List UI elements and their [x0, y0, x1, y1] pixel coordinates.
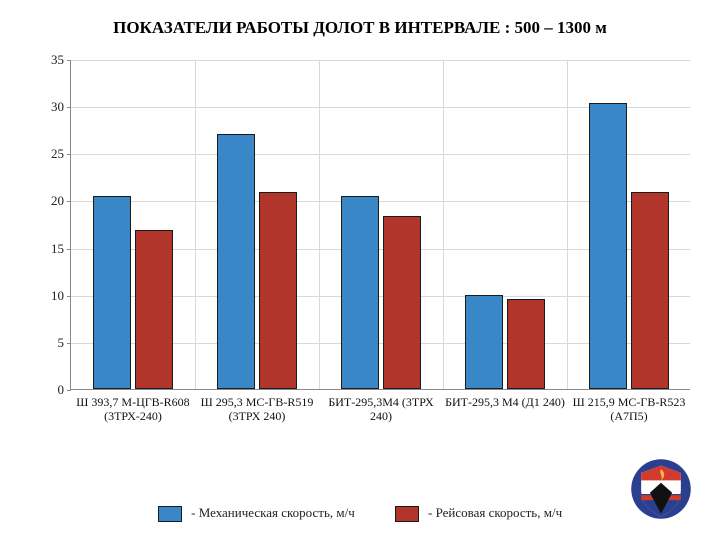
ytick-mark: [67, 60, 71, 61]
bar-mech: [465, 295, 503, 389]
ytick-mark: [67, 296, 71, 297]
ytick-mark: [67, 154, 71, 155]
pane-separator: [195, 60, 196, 389]
bar-trip: [383, 216, 421, 389]
chart: 05101520253035Ш 393,7 М-ЦГВ-R608 (3ТРХ-2…: [30, 60, 690, 440]
legend: - Механическая скорость, м/ч - Рейсовая …: [0, 504, 720, 522]
category-label: БИТ-295,3 М4 (Д1 240): [443, 396, 567, 410]
ytick-mark: [67, 390, 71, 391]
pane-separator: [319, 60, 320, 389]
pane-separator: [443, 60, 444, 389]
ytick-mark: [67, 107, 71, 108]
ytick-label: 30: [34, 99, 64, 115]
logo: [630, 458, 692, 520]
ytick-label: 0: [34, 382, 64, 398]
category-label: БИТ-295,3М4 (3ТРХ 240): [319, 396, 443, 424]
bar-trip: [507, 299, 545, 389]
swatch-mech: [158, 506, 182, 522]
page-title: ПОКАЗАТЕЛИ РАБОТЫ ДОЛОТ В ИНТЕРВАЛЕ : 50…: [0, 18, 720, 38]
ytick-label: 25: [34, 146, 64, 162]
gridline: [71, 60, 690, 61]
ytick-mark: [67, 343, 71, 344]
bar-trip: [259, 192, 297, 389]
category-label: Ш 393,7 М-ЦГВ-R608 (3ТРХ-240): [71, 396, 195, 424]
ytick-label: 35: [34, 52, 64, 68]
bar-mech: [93, 196, 131, 389]
bar-mech: [341, 196, 379, 389]
legend-item-trip: - Рейсовая скорость, м/ч: [395, 505, 562, 522]
legend-label-mech: - Механическая скорость, м/ч: [191, 505, 355, 520]
bar-mech: [217, 134, 255, 389]
ytick-mark: [67, 201, 71, 202]
ytick-mark: [67, 249, 71, 250]
legend-label-trip: - Рейсовая скорость, м/ч: [428, 505, 562, 520]
ytick-label: 20: [34, 193, 64, 209]
swatch-trip: [395, 506, 419, 522]
ytick-label: 15: [34, 241, 64, 257]
legend-item-mech: - Механическая скорость, м/ч: [158, 505, 355, 522]
pane-separator: [567, 60, 568, 389]
bar-mech: [589, 103, 627, 389]
ytick-label: 10: [34, 288, 64, 304]
category-label: Ш 215,9 МС-ГВ-R523 (А7П5): [567, 396, 691, 424]
category-label: Ш 295,3 МС-ГВ-R519 (3ТРХ 240): [195, 396, 319, 424]
bar-trip: [135, 230, 173, 389]
plot-area: 05101520253035Ш 393,7 М-ЦГВ-R608 (3ТРХ-2…: [70, 60, 690, 390]
bar-trip: [631, 192, 669, 389]
ytick-label: 5: [34, 335, 64, 351]
